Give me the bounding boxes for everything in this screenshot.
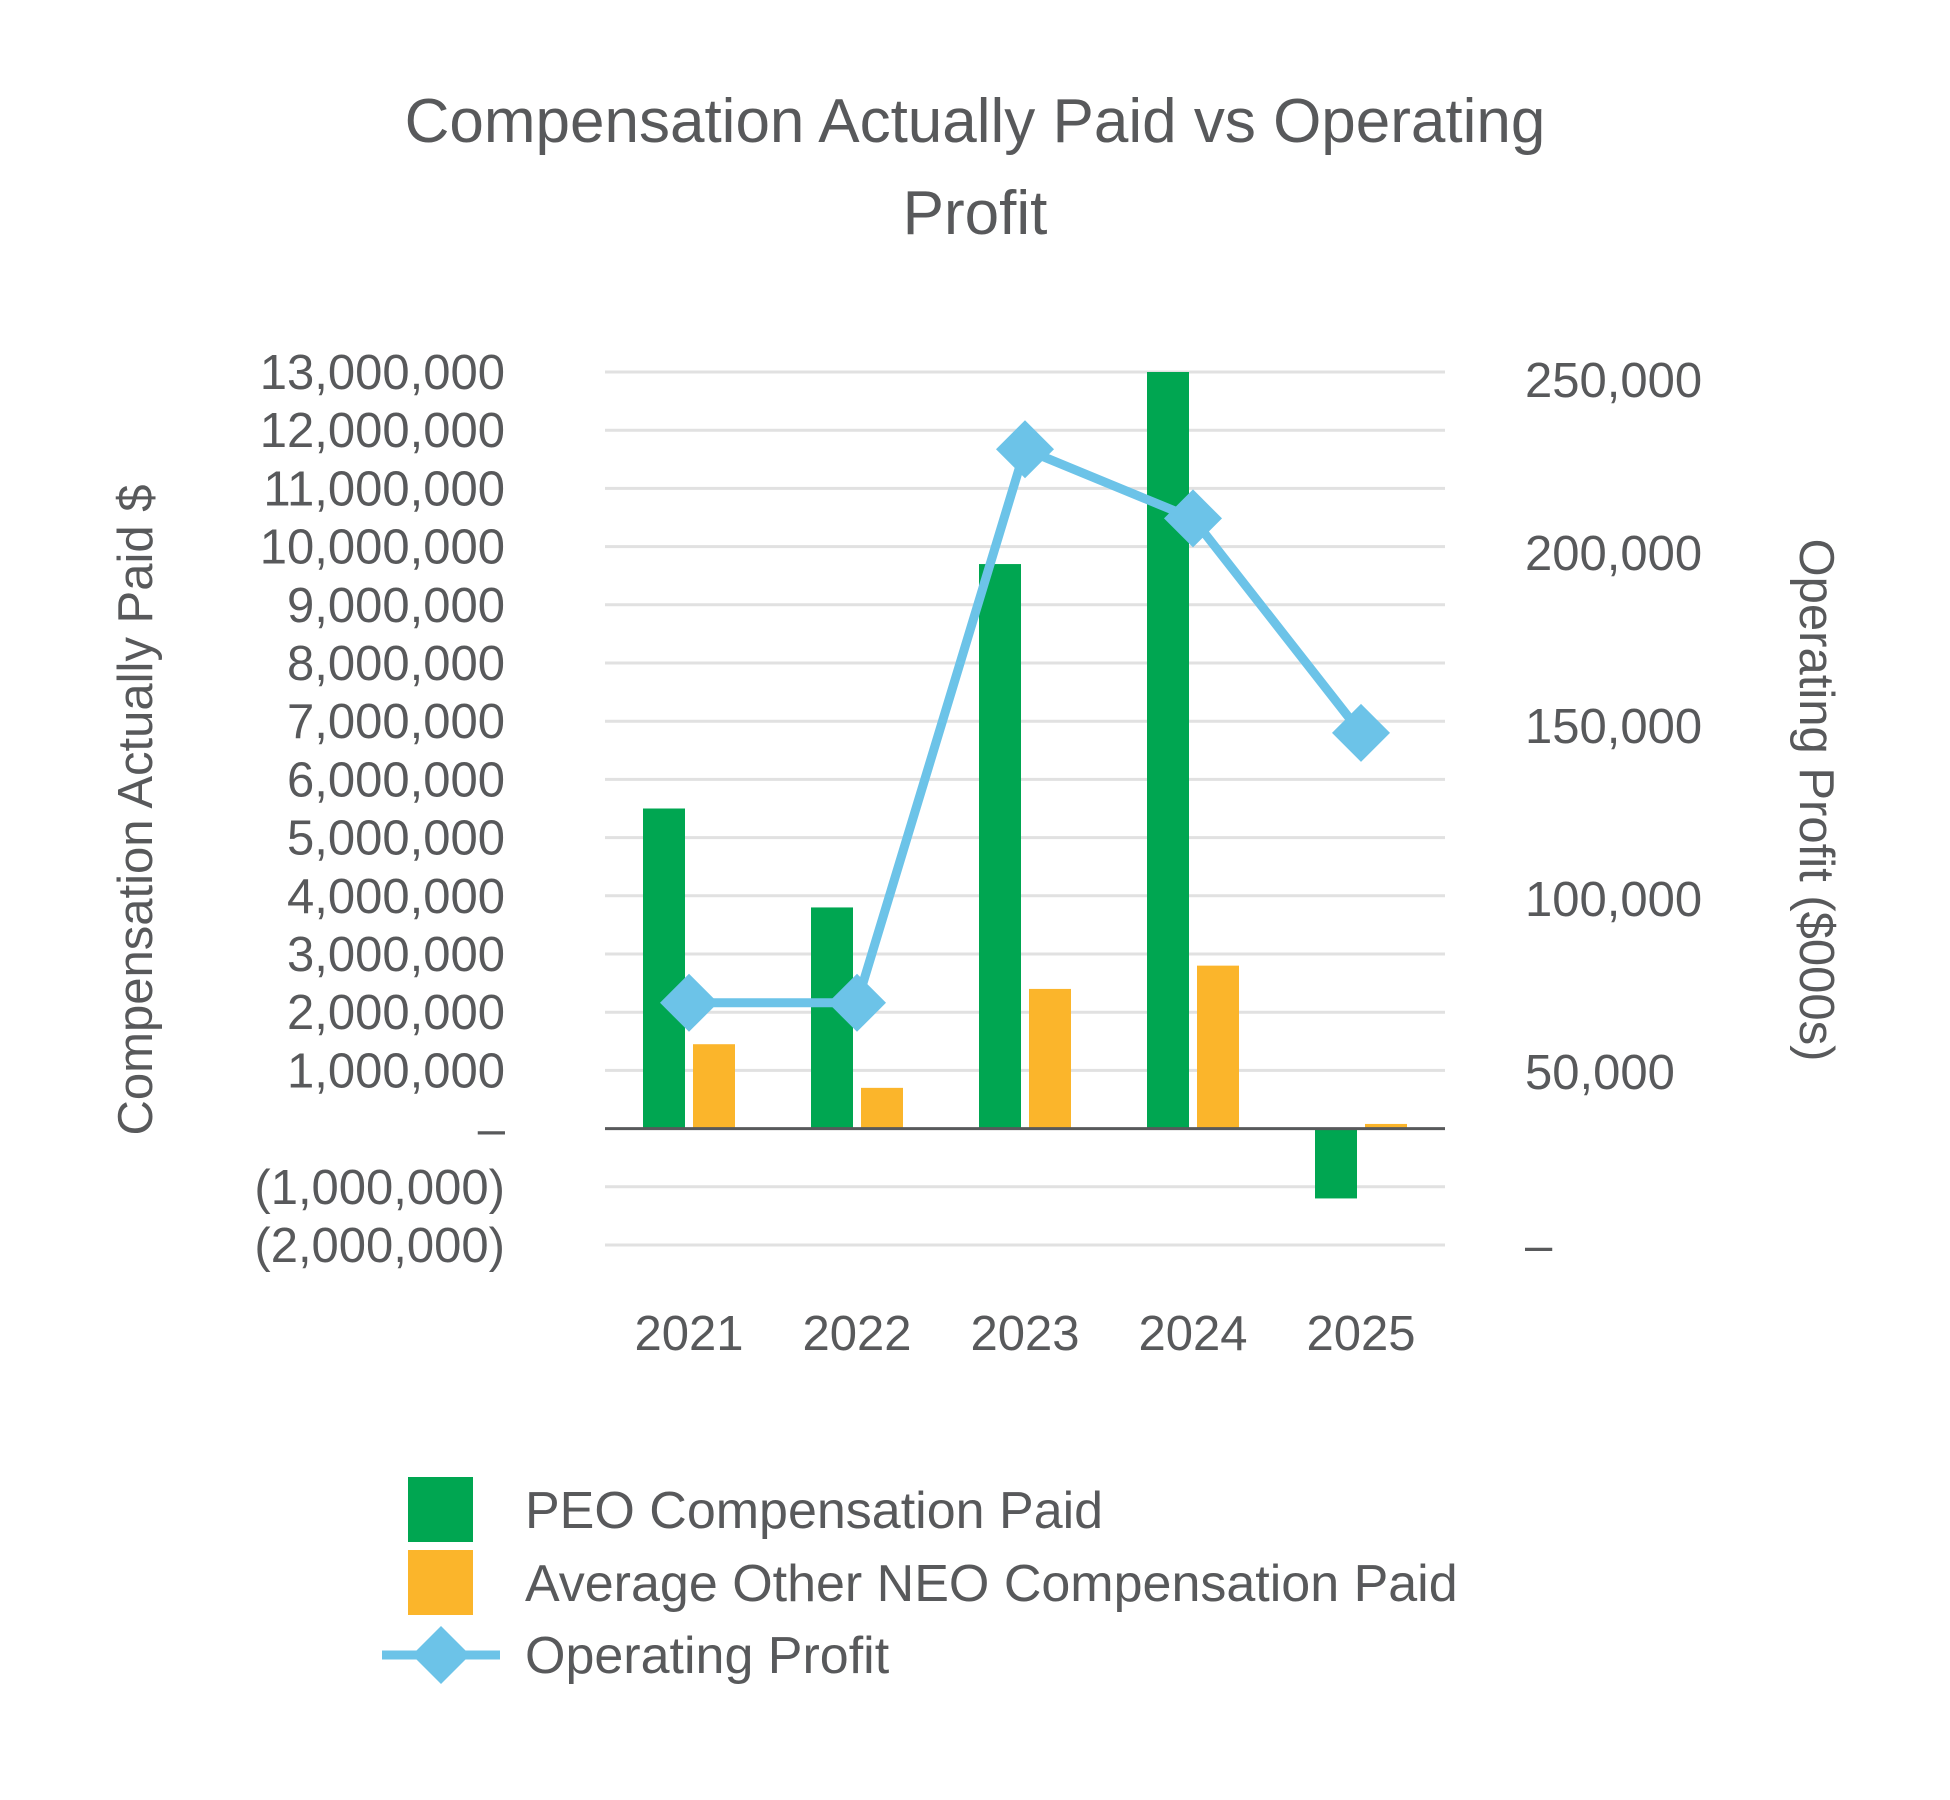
legend: PEO Compensation Paid Average Other NEO C… [382, 1477, 1458, 1685]
right-tick-label: 200,000 [1525, 527, 1702, 581]
bar-neo-2023 [1029, 988, 1071, 1129]
left-tick-label: – [478, 1103, 506, 1157]
left-tick-label: 8,000,000 [287, 637, 505, 691]
x-tick-label: 2023 [970, 1307, 1079, 1361]
operating-profit-marker-2025 [1332, 703, 1390, 762]
x-axis-ticks: 2021 2022 2023 2024 2025 [634, 1307, 1415, 1361]
right-tick-label: 100,000 [1525, 873, 1702, 927]
legend-swatch [408, 1477, 473, 1542]
bar-neo-2022 [861, 1087, 903, 1129]
left-tick-label: 3,000,000 [287, 928, 505, 982]
operating-profit-line [660, 420, 1390, 1032]
left-tick-label: 9,000,000 [287, 579, 505, 633]
right-tick-label: 250,000 [1525, 354, 1702, 408]
left-tick-label: 13,000,000 [260, 346, 505, 400]
left-tick-label: (2,000,000) [254, 1219, 505, 1273]
chart-title-line: Profit [903, 179, 1048, 248]
bar-peo-2025 [1315, 1128, 1357, 1199]
operating-profit-marker-2023 [996, 420, 1054, 479]
right-tick-label: 150,000 [1525, 700, 1702, 754]
legend-label: Operating Profit [525, 1627, 890, 1685]
left-axis-ticks: 13,000,00012,000,00011,000,00010,000,000… [254, 346, 505, 1273]
bar-peo-2021 [643, 808, 685, 1129]
bar-peo-2023 [979, 564, 1021, 1129]
legend-label: Average Other NEO Compensation Paid [525, 1555, 1458, 1613]
operating-profit-marker-2021 [660, 973, 718, 1032]
left-tick-label: 4,000,000 [287, 870, 505, 924]
gridlines [605, 370, 1445, 1247]
bars [643, 372, 1407, 1199]
legend-swatch [408, 1550, 473, 1615]
bar-neo-2025 [1365, 1123, 1407, 1129]
operating-profit-marker-2024 [1164, 489, 1222, 548]
x-tick-label: 2024 [1138, 1307, 1247, 1361]
left-tick-label: 1,000,000 [287, 1044, 505, 1098]
bar-neo-2024 [1197, 965, 1239, 1129]
left-tick-label: 10,000,000 [260, 521, 505, 575]
operating-profit-marker-2022 [828, 973, 886, 1032]
left-tick-label: 2,000,000 [287, 986, 505, 1040]
left-tick-label: 11,000,000 [263, 462, 505, 516]
right-tick-label: 50,000 [1525, 1046, 1675, 1100]
left-tick-label: (1,000,000) [254, 1161, 505, 1215]
x-tick-label: 2022 [802, 1307, 911, 1361]
x-tick-label: 2025 [1306, 1307, 1415, 1361]
bar-neo-2021 [693, 1044, 735, 1129]
right-axis-title: Operating Profit ($000s) [1789, 539, 1843, 1062]
x-tick-label: 2021 [634, 1307, 743, 1361]
left-tick-label: 7,000,000 [287, 695, 505, 749]
right-tick-label: – [1525, 1219, 1553, 1273]
left-tick-label: 6,000,000 [287, 753, 505, 807]
right-axis-ticks: 250,000 200,000 150,000 100,000 50,000 – [1525, 354, 1702, 1273]
left-axis-title: Compensation Actually Paid $ [109, 485, 163, 1136]
bar-peo-2024 [1147, 372, 1189, 1129]
chart-title: Compensation Actually Paid vs Operating P… [405, 87, 1546, 248]
chart-title-line: Compensation Actually Paid vs Operating [405, 87, 1546, 156]
legend-diamond-icon [412, 1626, 470, 1684]
operating-profit-path [689, 444, 1365, 1008]
left-tick-label: 5,000,000 [287, 812, 505, 866]
legend-label: PEO Compensation Paid [525, 1482, 1103, 1540]
left-tick-label: 12,000,000 [260, 404, 505, 458]
